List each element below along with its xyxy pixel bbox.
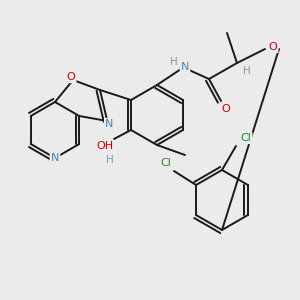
- Text: O: O: [268, 42, 278, 52]
- Text: Cl: Cl: [241, 133, 251, 143]
- Text: N: N: [105, 119, 113, 129]
- Text: Cl: Cl: [160, 158, 172, 168]
- Text: H: H: [106, 155, 114, 165]
- Text: H: H: [243, 66, 251, 76]
- Text: OH: OH: [97, 141, 114, 151]
- Text: O: O: [67, 72, 75, 82]
- Text: N: N: [181, 62, 189, 72]
- Text: O: O: [222, 104, 230, 114]
- Text: N: N: [51, 153, 59, 163]
- Text: H: H: [170, 57, 178, 67]
